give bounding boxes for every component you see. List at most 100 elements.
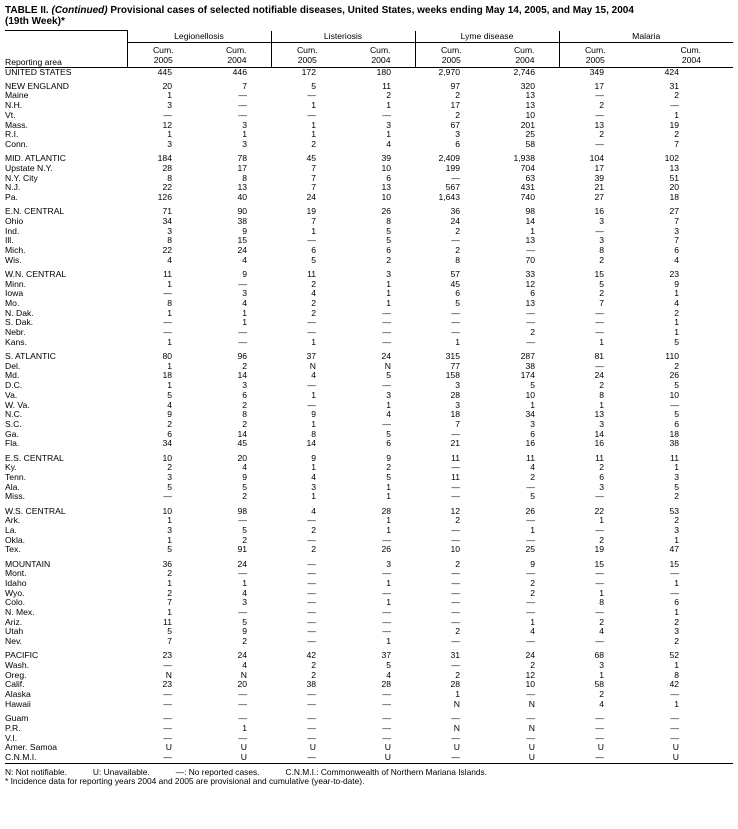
value-cell: 4 (599, 698, 604, 709)
header-cum-2005: Cum. 2005 (270, 42, 343, 68)
value-cell: N (240, 669, 247, 680)
value-cell: 6 (242, 389, 247, 400)
value-cell: 4 (311, 505, 316, 516)
value-cell: — (526, 568, 535, 579)
cum-label: Cum. (440, 44, 462, 55)
value-cell: 2 (167, 568, 172, 579)
table-row: Ala. 5 5 3 1 — — 3 5 (5, 482, 733, 493)
value-cell: 24 (237, 244, 247, 255)
value-cell: — (595, 577, 604, 588)
reporting-area-cell: Ariz. (5, 616, 23, 627)
value-cell: 11 (595, 452, 604, 463)
value-cell: 6 (599, 471, 604, 482)
value-cell: 4 (674, 297, 679, 308)
value-cell: 2 (311, 660, 316, 671)
reporting-area-cell: N.H. (5, 100, 23, 111)
value-cell: — (670, 568, 679, 579)
value-cell: 320 (520, 80, 535, 91)
value-cell: N (165, 669, 172, 680)
reporting-area-cell: Mo. (5, 297, 20, 308)
value-cell: 2 (530, 577, 535, 588)
value-cell: 4 (386, 669, 391, 680)
value-cell: 172 (301, 66, 316, 77)
value-cell: 1 (455, 336, 460, 347)
value-cell: 1,643 (438, 191, 460, 202)
value-cell: 7 (311, 162, 316, 173)
value-cell: 9 (674, 278, 679, 289)
value-cell: 3 (242, 119, 247, 130)
value-cell: 3 (242, 597, 247, 608)
table-row: Pa. 126 40 24 10 1,643 740 27 18 (5, 191, 733, 203)
value-cell: — (238, 100, 247, 111)
value-cell: — (238, 607, 247, 618)
reporting-area-cell: Ark. (5, 515, 21, 526)
reporting-area-cell: Miss. (5, 491, 26, 502)
table-row: Calif. 23 20 38 28 28 10 58 42 (5, 680, 733, 690)
value-cell: 15 (594, 558, 604, 569)
value-cell: 1 (455, 689, 460, 700)
value-cell: 1 (674, 109, 679, 120)
table-row: Ky. 2 4 1 2 — 4 2 1 (5, 463, 733, 473)
value-cell: — (307, 515, 316, 526)
value-cell: 1 (311, 418, 316, 429)
value-cell: 10 (162, 452, 172, 463)
value-cell: — (451, 607, 460, 618)
table-row: Nev. 7 2 — 1 — — — 2 (5, 636, 733, 647)
value-cell: 3 (167, 471, 172, 482)
value-cell: — (451, 235, 460, 246)
table-row: N. Dak. 1 1 2 — — — — 2 (5, 307, 733, 319)
value-cell: 1 (674, 534, 679, 545)
value-cell: 2 (599, 254, 604, 265)
value-cell: 10 (381, 162, 391, 173)
value-cell: 1 (167, 336, 172, 347)
cum-label: Cum. (296, 44, 318, 55)
table-row: Wyo. 2 4 — — — 2 1 — (5, 588, 733, 599)
value-cell: 6 (674, 418, 679, 429)
value-cell: — (382, 722, 391, 733)
value-cell: — (451, 577, 460, 588)
value-cell: 1 (674, 288, 679, 299)
value-cell: 158 (445, 370, 460, 381)
value-cell: 1 (311, 491, 316, 502)
value-cell: 19 (669, 119, 679, 130)
value-cell: — (526, 597, 535, 608)
value-cell: — (451, 597, 460, 608)
value-cell: 14 (525, 215, 535, 226)
value-cell: 4 (599, 626, 604, 637)
value-cell: — (163, 288, 172, 299)
reporting-area-cell: N.Y. City (5, 172, 38, 183)
value-cell: 38 (237, 215, 247, 226)
value-cell: 36 (162, 558, 172, 569)
value-cell: 9 (167, 409, 172, 420)
value-cell: 18 (669, 191, 679, 202)
table-row: Conn. 3 3 2 4 6 58 — 7 (5, 138, 733, 150)
legend-unavailable: U: Unavailable. (92, 766, 150, 777)
value-cell: N (309, 360, 316, 371)
value-cell: — (526, 732, 535, 743)
value-cell: 98 (525, 206, 535, 217)
table-header: Legionellosis Listeriosis Lyme disease M… (5, 30, 733, 68)
value-cell: 24 (237, 558, 247, 569)
table-row: Wash. — 4 2 5 — 2 3 1 (5, 660, 733, 671)
value-cell: — (526, 336, 535, 347)
reporting-area-cell: Wis. (5, 254, 22, 265)
value-cell: 10 (669, 389, 679, 400)
value-cell: 3 (455, 399, 460, 410)
header-cum-2004: Cum. 2004 (199, 42, 271, 68)
value-cell: 58 (525, 138, 535, 149)
value-cell: 28 (162, 162, 172, 173)
value-cell: U (240, 742, 247, 753)
reporting-area-cell: Oreg. (5, 669, 27, 680)
legend-no-cases: —: No reported cases. (175, 766, 260, 777)
value-cell: — (451, 307, 460, 318)
value-cell: — (526, 607, 535, 618)
value-cell: 26 (525, 505, 535, 516)
footnote-incidence: * Incidence data for reporting years 200… (5, 776, 365, 787)
value-cell: 6 (530, 428, 535, 439)
value-cell: 20 (162, 80, 172, 91)
value-cell: 12 (162, 119, 172, 130)
header-cum-2005: Cum. 2005 (414, 42, 487, 68)
header-cum-2005: Cum. 2005 (126, 42, 199, 68)
value-cell: 11 (163, 268, 172, 279)
value-cell: 15 (237, 235, 247, 246)
